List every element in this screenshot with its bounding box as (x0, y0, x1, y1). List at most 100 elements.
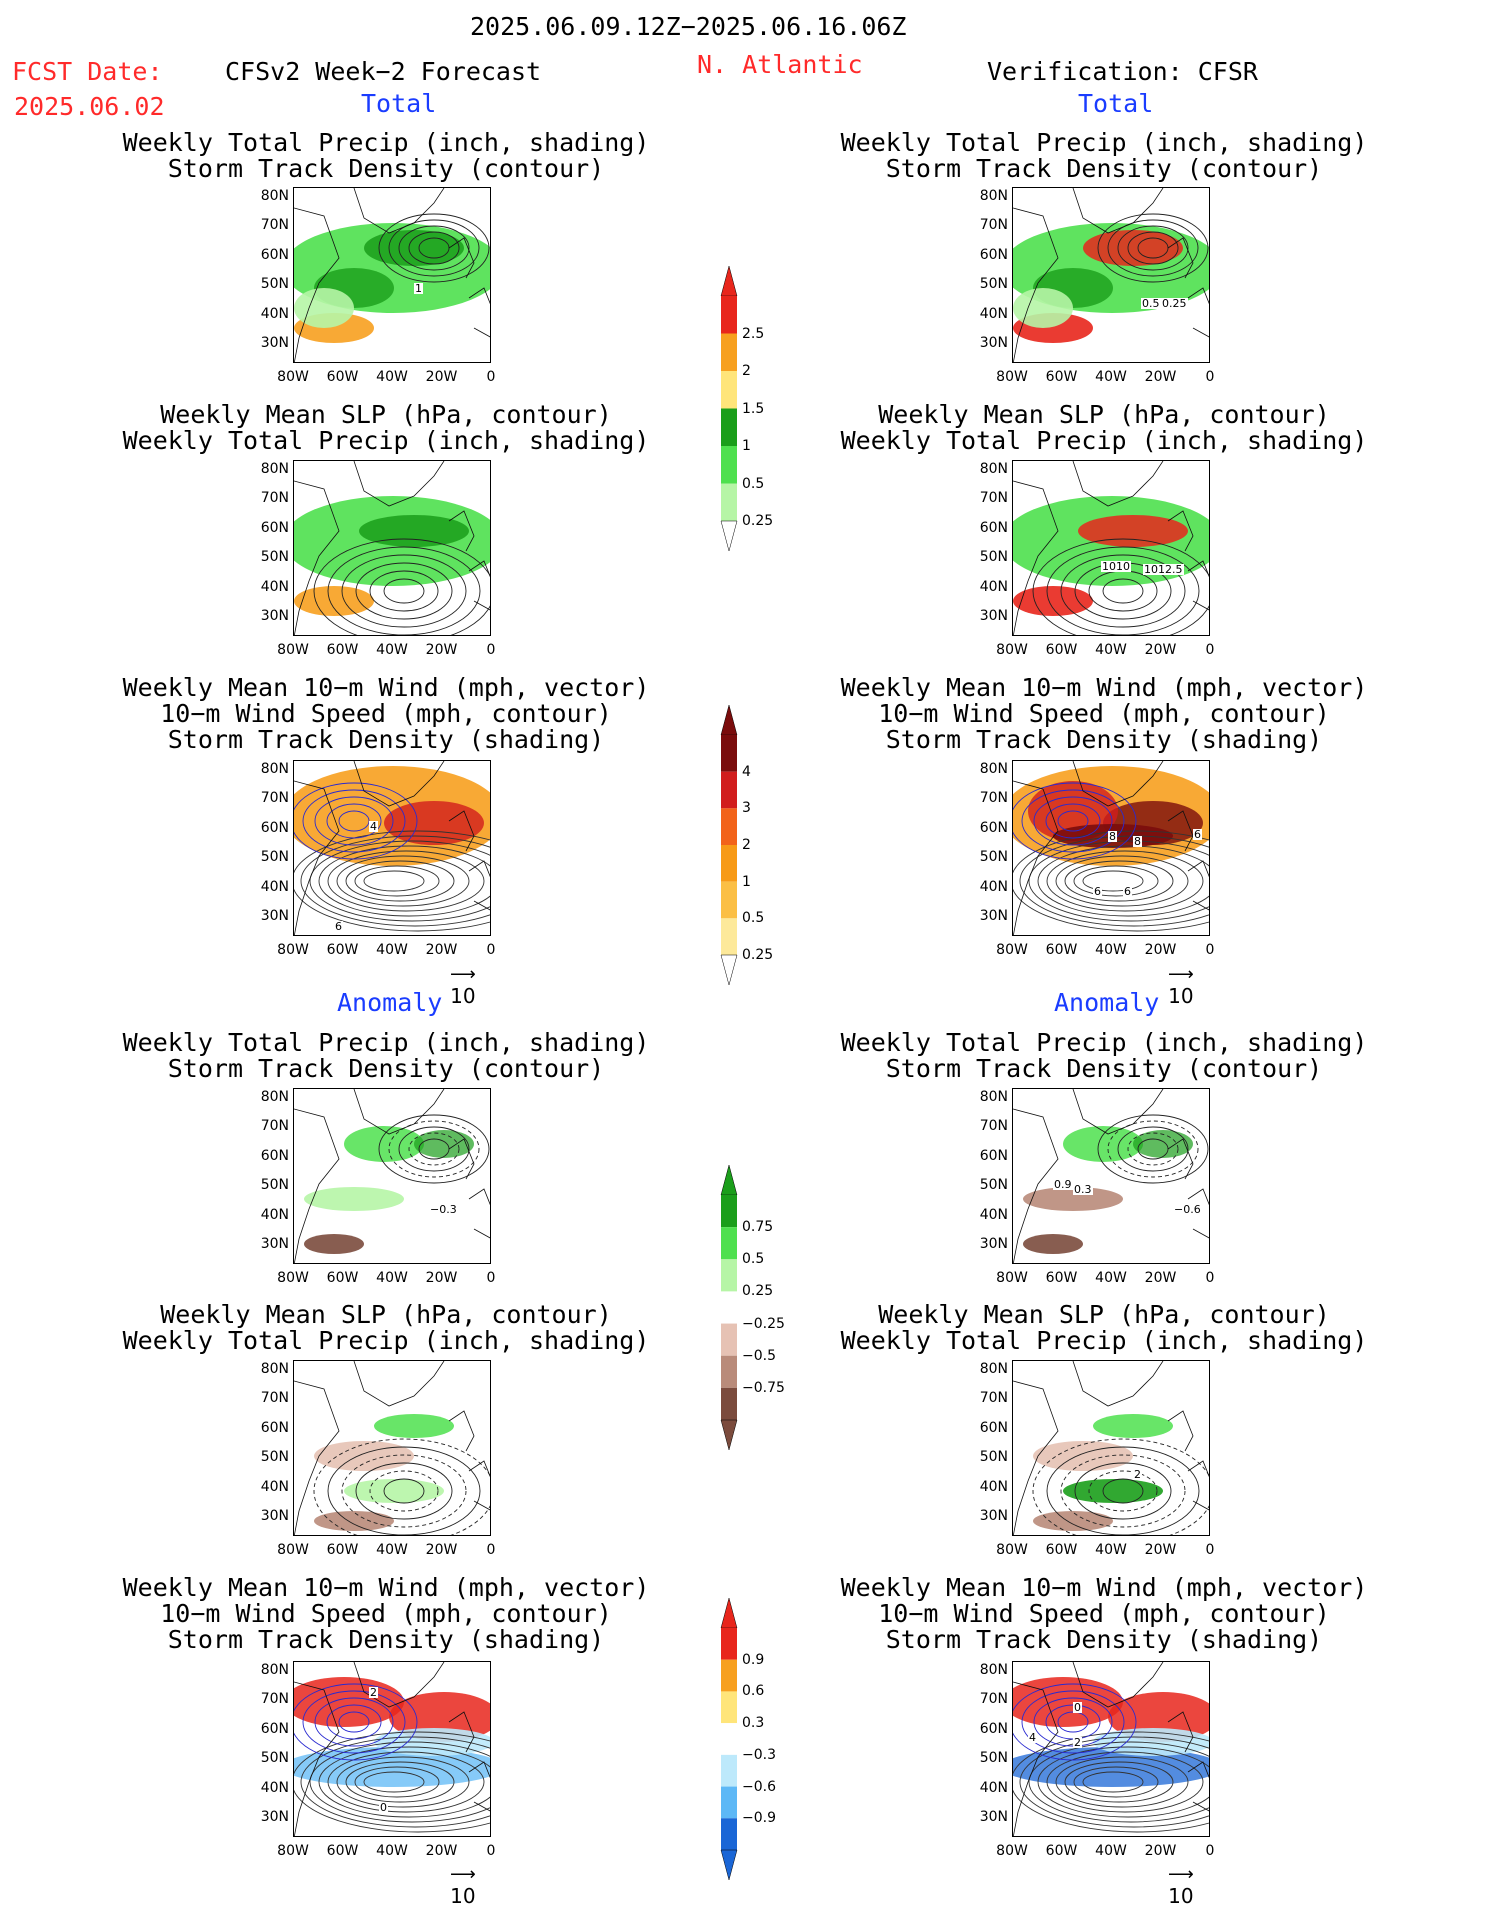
contour-label: 4 (369, 820, 378, 833)
contour-line (1102, 578, 1144, 604)
lon-label: 80W (996, 1270, 1028, 1286)
contour-line (1046, 546, 1200, 635)
contour-line (1060, 554, 1186, 628)
colorbar-cap (720, 705, 738, 736)
contour-line (326, 803, 382, 839)
map-panel-obs-track-total: 0.5 0.25 (1012, 187, 1210, 363)
title-l3-a: Weekly Mean 10−m Wind (mph, vector) (122, 673, 650, 702)
contour-line (294, 1683, 418, 1761)
contour-label: 6 (1123, 885, 1132, 898)
lon-label: 80W (996, 642, 1028, 658)
contour-line (327, 1751, 485, 1813)
vector-ref-l3: ⟶ 10 (450, 964, 476, 1009)
contour-line (354, 1766, 440, 1798)
contour-line (388, 1120, 480, 1178)
lon-label: 60W (1045, 369, 1078, 385)
lon-label: 40W (1095, 642, 1127, 658)
lat-label: 60N (979, 819, 1008, 836)
lat-label: 40N (979, 578, 1008, 595)
lon-label: 80W (996, 1843, 1028, 1859)
fcst-date: 2025.06.02 (14, 92, 165, 121)
lat-label: 80N (979, 188, 1008, 204)
colorbar-swatch (721, 446, 737, 484)
colorbar-cap (720, 266, 738, 297)
colorbar-swatch (721, 483, 737, 521)
lat-label: 80N (979, 461, 1008, 477)
contour-line (1019, 1736, 1209, 1828)
lat-label: 40N (979, 1779, 1008, 1796)
lat-label: 70N (979, 790, 1008, 807)
shade-blob (294, 288, 354, 328)
contour-line (1013, 1731, 1209, 1833)
title-r3-a: Weekly Mean 10−m Wind (mph, vector) (840, 673, 1368, 702)
lat-label: 80N (979, 1361, 1008, 1377)
colorbar-swatch (721, 918, 737, 955)
lat-label: 70N (979, 217, 1008, 234)
contour-line (1045, 803, 1101, 839)
shade-blob (314, 1441, 414, 1471)
lon-label: 40W (1095, 1270, 1127, 1286)
shade-blob (1033, 1441, 1133, 1471)
title-l2-b: Weekly Total Precip (inch, shading) (122, 426, 650, 455)
map-panel-obs-track-anom: 0.9 0.3 −0.6 (1012, 1088, 1210, 1264)
colorbar-label: 4 (742, 763, 751, 780)
contour-label: 2 (1073, 1736, 1082, 1749)
title-l6-c: Storm Track Density (shading) (167, 1625, 605, 1654)
map-panel-fcst-track-anom: −0.3 (293, 1088, 491, 1264)
lon-label: 40W (1095, 369, 1127, 385)
contour-line (1107, 1120, 1199, 1178)
lat-label: 50N (260, 1449, 289, 1466)
contour-label: −0.3 (429, 1203, 458, 1216)
lat-label: 60N (260, 819, 289, 836)
contour-line (1074, 1462, 1172, 1520)
lat-label: 80N (979, 1089, 1008, 1105)
lat-label: 60N (979, 1720, 1008, 1737)
lat-label: 50N (260, 549, 289, 566)
title-l5-a: Weekly Mean SLP (hPa, contour) (160, 1300, 612, 1329)
contour-line (302, 789, 406, 853)
shade-blob (304, 1234, 364, 1254)
title-l4-a: Weekly Total Precip (inch, shading) (122, 1028, 650, 1057)
lon-label: 40W (376, 1843, 408, 1859)
colorbar-label: 3 (742, 800, 751, 817)
lon-label: 60W (326, 369, 359, 385)
title-r2-a: Weekly Mean SLP (hPa, contour) (878, 400, 1330, 429)
title-r3-b: 10−m Wind Speed (mph, contour) (878, 699, 1330, 728)
contour-label: 0.5 (1141, 297, 1161, 310)
section-total-right: Total (1078, 89, 1154, 118)
colorbar-swatch (721, 845, 737, 882)
contour-line (318, 1746, 490, 1818)
lat-label: 80N (979, 1662, 1008, 1678)
lat-label: 80N (260, 1089, 289, 1105)
lon-label: 80W (277, 942, 309, 958)
contour-line (1032, 538, 1209, 635)
contour-line (300, 1736, 490, 1828)
contour-line (1013, 782, 1137, 860)
contour-label: 0.9 (1053, 1178, 1073, 1191)
coastline (294, 761, 490, 935)
lat-label: 50N (260, 1750, 289, 1767)
title-r1-a: Weekly Total Precip (inch, shading) (840, 128, 1368, 157)
contour-line (336, 855, 470, 907)
contour-label: 8 (1133, 835, 1142, 848)
title-r5-a: Weekly Mean SLP (hPa, contour) (878, 1300, 1330, 1329)
shade-blob (1023, 1234, 1083, 1254)
contour-label: 0.3 (1073, 1183, 1093, 1196)
lat-label: 70N (260, 1691, 289, 1708)
colorbar-track-total (720, 705, 738, 985)
contour-line (388, 219, 480, 277)
lat-label: 60N (979, 246, 1008, 263)
lon-label: 20W (1144, 369, 1177, 385)
contour-line (313, 538, 490, 635)
coastline (294, 1361, 490, 1535)
contour-line (355, 1462, 453, 1520)
coastline (1013, 1361, 1209, 1535)
contour-label: 6 (1193, 828, 1202, 841)
lon-label: 20W (1144, 1542, 1177, 1558)
colorbar-label: 1 (742, 873, 751, 890)
contour-line (309, 1741, 490, 1823)
lat-label: 40N (979, 305, 1008, 322)
colorbar-label: −0.6 (742, 1778, 776, 1795)
contour-line (1073, 1766, 1159, 1798)
contour-line (408, 1132, 460, 1166)
